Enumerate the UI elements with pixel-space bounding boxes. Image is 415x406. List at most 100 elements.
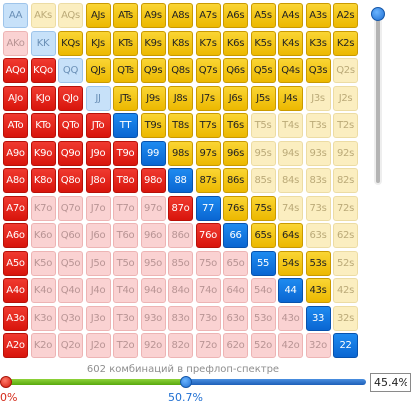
hand-cell[interactable]: ATs <box>113 3 138 28</box>
hand-cell[interactable]: Q3s <box>305 58 331 83</box>
hand-cell[interactable]: J9o <box>85 140 111 166</box>
hand-cell[interactable]: 72o <box>195 333 221 358</box>
hand-cell[interactable]: 75s <box>250 195 276 221</box>
hand-cell[interactable]: 96s <box>223 140 248 166</box>
hand-cell[interactable]: 85s <box>250 168 276 193</box>
hand-cell[interactable]: 66 <box>223 223 248 248</box>
hand-cell[interactable]: AKo <box>3 30 28 56</box>
hand-cell[interactable]: 73s <box>305 195 331 221</box>
hand-cell[interactable]: QQ <box>58 58 83 83</box>
hand-cell[interactable]: 55 <box>250 250 276 276</box>
hand-cell[interactable]: 74s <box>278 195 303 221</box>
hand-cell[interactable]: T2o <box>113 333 138 358</box>
hand-cell[interactable]: T3o <box>113 305 138 331</box>
hand-cell[interactable]: QTs <box>113 58 138 83</box>
hand-cell[interactable]: T8o <box>113 168 138 193</box>
hand-cell[interactable]: K5o <box>30 250 56 276</box>
hand-cell[interactable]: J2o <box>85 333 111 358</box>
hand-cell[interactable]: Q6s <box>223 58 248 83</box>
hand-cell[interactable]: 42o <box>278 333 303 358</box>
hand-cell[interactable]: A3s <box>305 3 331 28</box>
hand-cell[interactable]: 63s <box>305 223 331 248</box>
hand-cell[interactable]: A3o <box>3 305 28 331</box>
hand-cell[interactable]: QJo <box>58 85 83 111</box>
hand-cell[interactable]: QTo <box>58 113 83 138</box>
hand-cell[interactable]: K3s <box>305 30 331 56</box>
hand-cell[interactable]: 63o <box>223 305 248 331</box>
hand-cell[interactable]: 96o <box>140 223 166 248</box>
hand-cell[interactable]: JTs <box>113 85 138 111</box>
scrollbar-thumb[interactable] <box>376 10 380 183</box>
hand-cell[interactable]: 86s <box>223 168 248 193</box>
hand-cell[interactable]: J3o <box>85 305 111 331</box>
hand-cell[interactable]: T3s <box>305 113 331 138</box>
hand-cell[interactable]: 75o <box>195 250 221 276</box>
hand-cell[interactable]: K2o <box>30 333 56 358</box>
hand-cell[interactable]: J6s <box>223 85 248 111</box>
hand-cell[interactable]: TT <box>113 113 138 138</box>
hand-cell[interactable]: K2s <box>333 30 358 56</box>
hand-cell[interactable]: T6o <box>113 223 138 248</box>
hand-cell[interactable]: A7s <box>195 3 221 28</box>
hand-cell[interactable]: J4o <box>85 278 111 303</box>
hand-cell[interactable]: K9s <box>140 30 166 56</box>
hand-cell[interactable]: 52o <box>250 333 276 358</box>
hand-cell[interactable]: T5o <box>113 250 138 276</box>
hand-cell[interactable]: K8o <box>30 168 56 193</box>
hand-cell[interactable]: 54o <box>250 278 276 303</box>
hand-cell[interactable]: AJs <box>85 3 111 28</box>
hand-cell[interactable]: 42s <box>333 278 358 303</box>
hand-cell[interactable]: 99 <box>140 140 166 166</box>
hand-cell[interactable]: A6s <box>223 3 248 28</box>
hand-cell[interactable]: T8s <box>168 113 193 138</box>
hand-cell[interactable]: KJs <box>85 30 111 56</box>
hand-cell[interactable]: 43s <box>305 278 331 303</box>
hand-cell[interactable]: T7s <box>195 113 221 138</box>
hand-cell[interactable]: J7s <box>195 85 221 111</box>
hand-cell[interactable]: A5o <box>3 250 28 276</box>
slider-min-handle[interactable] <box>0 376 12 388</box>
hand-cell[interactable]: 92s <box>333 140 358 166</box>
hand-cell[interactable]: 95s <box>250 140 276 166</box>
hand-cell[interactable]: 82o <box>168 333 193 358</box>
hand-cell[interactable]: A6o <box>3 223 28 248</box>
hand-cell[interactable]: AQo <box>3 58 28 83</box>
hand-cell[interactable]: 53o <box>250 305 276 331</box>
hand-cell[interactable]: AJo <box>3 85 28 111</box>
hand-cell[interactable]: KQo <box>30 58 56 83</box>
hand-cell[interactable]: 32s <box>333 305 358 331</box>
hand-cell[interactable]: Q5s <box>250 58 276 83</box>
hand-cell[interactable]: AQs <box>58 3 83 28</box>
hand-cell[interactable]: Q2s <box>333 58 358 83</box>
hand-cell[interactable]: 76o <box>195 223 221 248</box>
hand-cell[interactable]: 43o <box>278 305 303 331</box>
hand-cell[interactable]: T4s <box>278 113 303 138</box>
hand-cell[interactable]: 94s <box>278 140 303 166</box>
hand-cell[interactable]: KQs <box>58 30 83 56</box>
hand-cell[interactable]: AA <box>3 3 28 28</box>
hand-cell[interactable]: 85o <box>168 250 193 276</box>
hand-cell[interactable]: Q3o <box>58 305 83 331</box>
hand-cell[interactable]: JJ <box>85 85 111 111</box>
hand-cell[interactable]: T6s <box>223 113 248 138</box>
slider-mid-handle[interactable] <box>180 376 192 388</box>
hand-cell[interactable]: AKs <box>30 3 56 28</box>
hand-cell[interactable]: 65s <box>250 223 276 248</box>
hand-cell[interactable]: A2o <box>3 333 28 358</box>
hand-cell[interactable]: 93o <box>140 305 166 331</box>
hand-cell[interactable]: K4o <box>30 278 56 303</box>
hand-cell[interactable]: Q2o <box>58 333 83 358</box>
hand-cell[interactable]: Q7o <box>58 195 83 221</box>
hand-cell[interactable]: T4o <box>113 278 138 303</box>
hand-cell[interactable]: 84o <box>168 278 193 303</box>
hand-cell[interactable]: Q8s <box>168 58 193 83</box>
hand-cell[interactable]: T5s <box>250 113 276 138</box>
hand-cell[interactable]: A7o <box>3 195 28 221</box>
scroll-knob-icon[interactable] <box>371 7 385 21</box>
hand-cell[interactable]: K4s <box>278 30 303 56</box>
hand-cell[interactable]: K5s <box>250 30 276 56</box>
hand-cell[interactable]: 65o <box>223 250 248 276</box>
hand-cell[interactable]: 83o <box>168 305 193 331</box>
hand-cell[interactable]: 88 <box>168 168 193 193</box>
hand-cell[interactable]: 97o <box>140 195 166 221</box>
